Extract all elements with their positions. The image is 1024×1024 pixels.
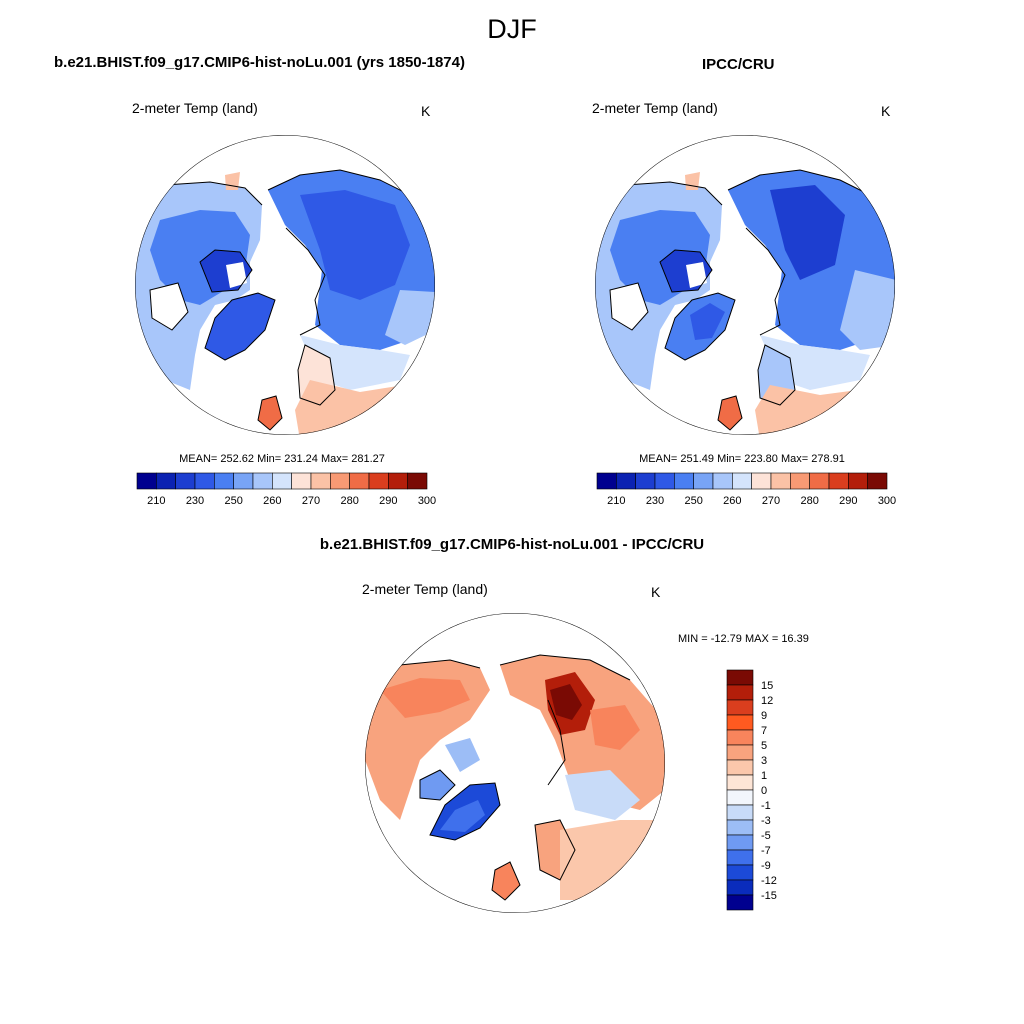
- colorbar-tick-label: 290: [839, 495, 857, 507]
- colorbar-tick-label: 0: [761, 785, 767, 797]
- colorbar-swatch: [654, 472, 675, 490]
- colorbar-swatch: [616, 472, 636, 490]
- colorbar-swatch: [407, 472, 428, 490]
- colorbar-swatch: [732, 472, 752, 490]
- colorbar-swatch: [726, 804, 754, 821]
- colorbar-left: 210 230 250 260 270 280 290 300: [136, 472, 436, 507]
- colorbar-tick-label: 280: [340, 495, 358, 507]
- panel-diff-variable: 2-meter Temp (land): [362, 581, 488, 597]
- colorbar-swatch: [310, 472, 331, 490]
- colorbar-tick-label: 260: [723, 495, 741, 507]
- colorbar-tick-label: 250: [684, 495, 702, 507]
- colorbar-right: 210 230 250 260 270 280 290 300: [596, 472, 896, 507]
- colorbar-swatch: [726, 699, 754, 716]
- colorbar-tick-label: -15: [761, 890, 777, 902]
- colorbar-tick-label: 7: [761, 725, 767, 737]
- colorbar-swatch: [726, 834, 754, 851]
- panel-left-title: b.e21.BHIST.f09_g17.CMIP6-hist-noLu.001 …: [54, 54, 465, 71]
- colorbar-tick-label: -7: [761, 845, 771, 857]
- map-observations: [595, 135, 895, 435]
- colorbar-swatch: [674, 472, 694, 490]
- colorbar-swatch: [272, 472, 292, 490]
- colorbar-swatch: [388, 472, 408, 490]
- colorbar-swatch: [726, 669, 754, 686]
- colorbar-tick-label: 9: [761, 710, 767, 722]
- colorbar-swatch: [349, 472, 370, 490]
- colorbar-swatch: [156, 472, 176, 490]
- colorbar-tick-label: -9: [761, 860, 771, 872]
- panel-diff-title: b.e21.BHIST.f09_g17.CMIP6-hist-noLu.001 …: [319, 536, 705, 553]
- colorbar-swatch: [635, 472, 656, 490]
- colorbar-swatch: [726, 759, 754, 776]
- colorbar-swatch: [368, 472, 389, 490]
- colorbar-tick-label: 12: [761, 695, 773, 707]
- panel-right-stats: MEAN= 251.49 Min= 223.80 Max= 278.91: [639, 453, 845, 465]
- colorbar-swatch: [214, 472, 234, 490]
- colorbar-tick-label: 270: [302, 495, 320, 507]
- panel-right-variable: 2-meter Temp (land): [592, 100, 718, 116]
- colorbar-swatch: [726, 894, 754, 911]
- colorbar-swatch: [233, 472, 254, 490]
- colorbar-swatch: [828, 472, 849, 490]
- colorbar-swatch: [136, 472, 157, 490]
- colorbar-tick-label: 210: [607, 495, 625, 507]
- colorbar-swatch: [291, 472, 312, 490]
- colorbar-tick-label: -5: [761, 830, 771, 842]
- colorbar-tick-label: 230: [646, 495, 664, 507]
- colorbar-tick-label: 3: [761, 755, 767, 767]
- colorbar-tick-label: -12: [761, 875, 777, 887]
- map-difference: [365, 613, 665, 913]
- colorbar-swatch: [790, 472, 810, 490]
- colorbar-swatch: [726, 819, 754, 836]
- panel-diff-stats: MIN = -12.79 MAX = 16.39: [678, 633, 809, 645]
- colorbar-tick-label: 260: [263, 495, 281, 507]
- colorbar-tick-label: 230: [186, 495, 204, 507]
- colorbar-swatch: [175, 472, 196, 490]
- colorbar-swatch: [770, 472, 791, 490]
- colorbar-swatch: [726, 879, 754, 896]
- colorbar-tick-label: 5: [761, 740, 767, 752]
- panel-right-units: K: [881, 103, 891, 119]
- colorbar-swatch: [726, 849, 754, 866]
- colorbar-swatch: [751, 472, 772, 490]
- colorbar-swatch: [194, 472, 215, 490]
- panel-left-stats: MEAN= 252.62 Min= 231.24 Max= 281.27: [179, 453, 385, 465]
- colorbar-swatch: [867, 472, 888, 490]
- colorbar-tick-label: -3: [761, 815, 771, 827]
- map-model: [135, 135, 435, 435]
- colorbar-tick-label: 290: [379, 495, 397, 507]
- colorbar-swatch: [809, 472, 830, 490]
- panel-right-title: IPCC/CRU: [702, 56, 775, 73]
- colorbar-tick-label: 280: [800, 495, 818, 507]
- colorbar-swatch: [726, 789, 754, 806]
- colorbar-swatch: [726, 774, 754, 791]
- colorbar-tick-label: 300: [878, 495, 896, 507]
- colorbar-swatch: [693, 472, 714, 490]
- panel-left-units: K: [421, 103, 431, 119]
- colorbar-difference: 15 12 9 7 5 3 1 0 -1 -3 -5 -7 -9 -12 -15: [726, 669, 777, 911]
- colorbar-tick-label: 15: [761, 680, 773, 692]
- figure-title: DJF: [487, 14, 537, 44]
- colorbar-tick-label: -1: [761, 800, 771, 812]
- colorbar-swatch: [252, 472, 273, 490]
- colorbar-swatch: [726, 714, 754, 731]
- colorbar-swatch: [726, 684, 754, 701]
- colorbar-tick-label: 270: [762, 495, 780, 507]
- colorbar-swatch: [330, 472, 350, 490]
- colorbar-swatch: [726, 729, 754, 746]
- colorbar-swatch: [712, 472, 733, 490]
- colorbar-tick-label: 1: [761, 770, 767, 782]
- panel-diff-units: K: [651, 584, 661, 600]
- colorbar-tick-label: 210: [147, 495, 165, 507]
- colorbar-swatch: [596, 472, 617, 490]
- colorbar-swatch: [726, 744, 754, 761]
- colorbar-swatch: [848, 472, 868, 490]
- panel-left-variable: 2-meter Temp (land): [132, 100, 258, 116]
- colorbar-tick-label: 250: [224, 495, 242, 507]
- colorbar-tick-label: 300: [418, 495, 436, 507]
- colorbar-swatch: [726, 864, 754, 881]
